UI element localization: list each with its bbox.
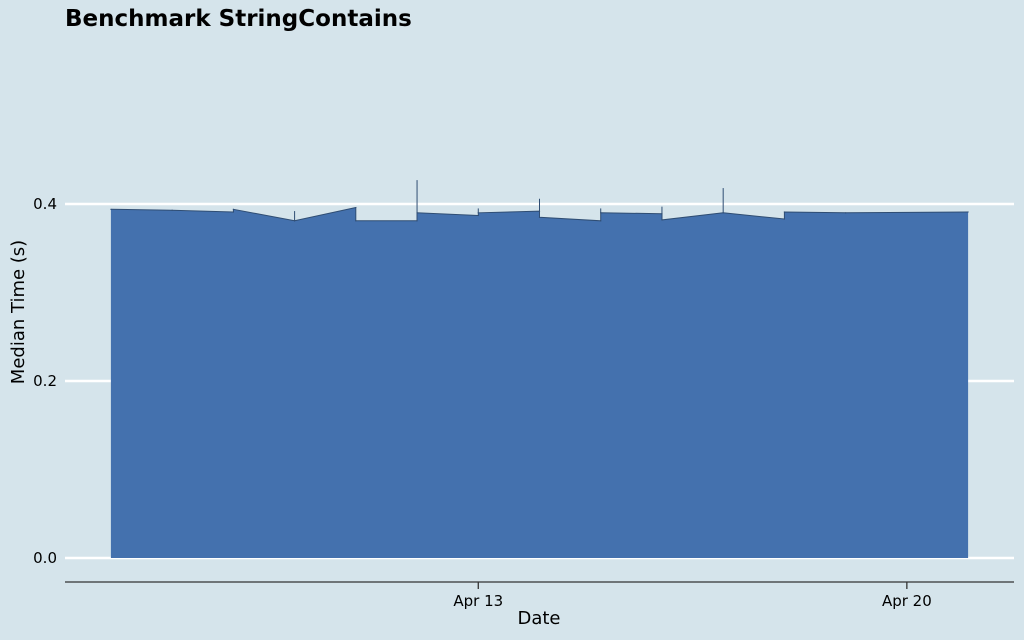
data-point: [355, 206, 357, 209]
y-tick-label: 0.2: [33, 372, 57, 390]
axes: 0.0 0.2 0.4 Apr 13 Apr 20: [33, 195, 1014, 610]
area-line: [110, 206, 969, 222]
data-point: [171, 209, 173, 211]
data-point: [967, 211, 969, 213]
x-axis-title: Date: [517, 608, 560, 629]
data-point: [783, 218, 786, 220]
y-tick-label: 0.0: [33, 549, 57, 567]
data-point: [232, 208, 234, 210]
plot-area: [110, 180, 969, 558]
y-axis-title: Median Time (s): [8, 240, 29, 384]
data-point: [783, 211, 786, 213]
area-fill: [110, 207, 969, 558]
data-point: [600, 220, 602, 222]
chart-title: Benchmark StringContains: [65, 6, 412, 32]
data-point: [110, 208, 112, 210]
data-point: [232, 211, 234, 213]
data-point: [845, 212, 847, 214]
x-tick-label: Apr 20: [882, 592, 932, 610]
data-point: [477, 214, 479, 217]
data-point: [355, 220, 357, 222]
x-tick-label: Apr 13: [453, 592, 503, 610]
y-tick-label: 0.4: [33, 195, 57, 213]
data-point: [416, 220, 418, 222]
